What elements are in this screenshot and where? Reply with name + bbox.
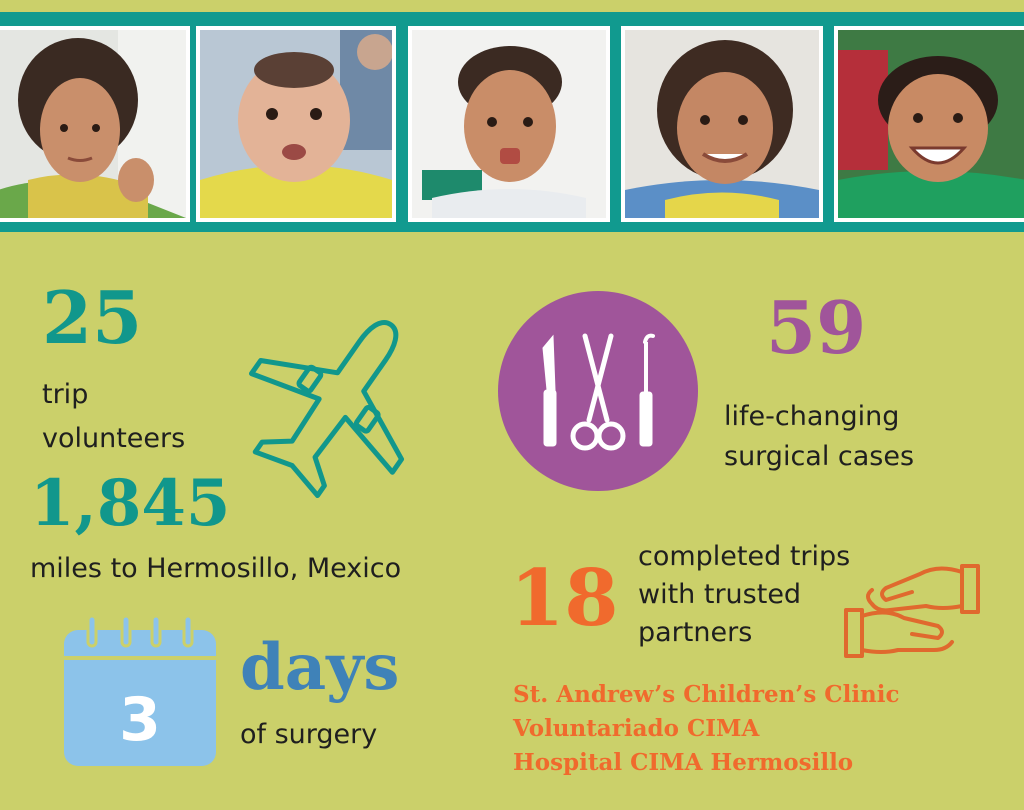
baby-photo-2: [196, 26, 396, 222]
days-label: of surgery: [240, 719, 378, 750]
helping-hands-icon: [844, 564, 980, 658]
cases-number: 59: [766, 285, 867, 370]
child-photo-1: [0, 26, 190, 222]
partners-list: St. Andrew’s Children’s Clinic Voluntari…: [513, 678, 900, 780]
cases-label-line1: life-changing: [724, 401, 900, 432]
volunteers-number: 25: [42, 275, 143, 360]
partner-item-hospital-cima: Hospital CIMA Hermosillo: [513, 749, 854, 776]
child-photo-3: [408, 26, 610, 222]
surgical-tools-icon: [498, 291, 698, 491]
miles-label: miles to Hermosillo, Mexico: [30, 553, 402, 584]
trips-label-line3: partners: [638, 617, 753, 648]
child-photo-4: [621, 26, 823, 222]
calendar-number: 3: [119, 685, 161, 755]
cases-label-line2: surgical cases: [724, 441, 915, 472]
volunteers-label-line2: volunteers: [42, 423, 186, 454]
miles-number: 1,845: [30, 466, 231, 541]
trips-number: 18: [510, 553, 619, 644]
trips-label-line1: completed trips: [638, 541, 851, 572]
child-photo-5: [834, 26, 1024, 222]
days-word: days: [240, 630, 400, 705]
volunteers-label-line1: trip: [42, 379, 89, 410]
calendar-icon: 3: [64, 616, 216, 766]
airplane-icon: [248, 320, 405, 499]
photo-band: [0, 12, 1024, 232]
partner-item-st-andrews: St. Andrew’s Children’s Clinic: [513, 681, 900, 708]
trips-label-line2: with trusted: [638, 579, 802, 610]
partner-item-voluntariado-cima: Voluntariado CIMA: [513, 715, 760, 742]
